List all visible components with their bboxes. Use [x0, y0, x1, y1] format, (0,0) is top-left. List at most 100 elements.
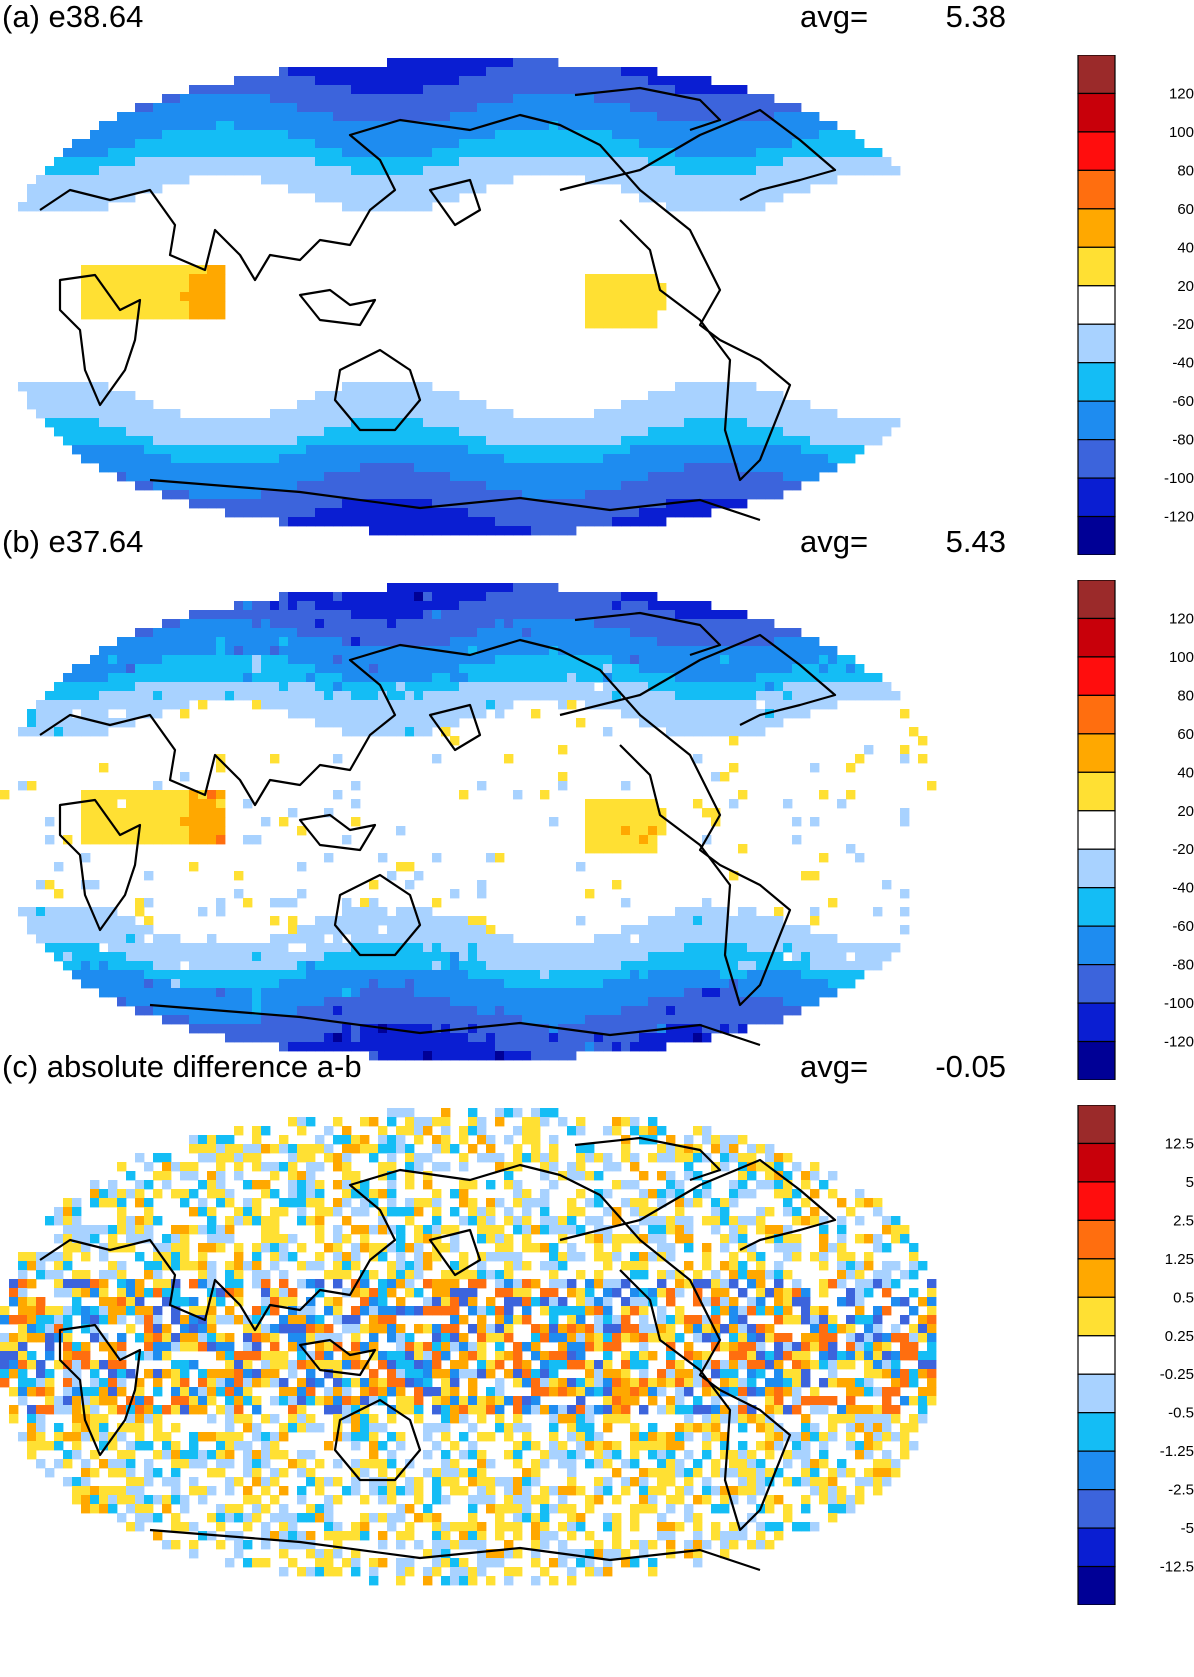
field-cell	[441, 175, 451, 185]
field-cell	[855, 139, 865, 149]
field-cell	[774, 391, 784, 401]
field-cell	[549, 1042, 559, 1052]
field-cell	[738, 463, 748, 473]
field-cell	[747, 655, 757, 665]
field-cell	[657, 655, 667, 665]
field-cell	[765, 943, 775, 953]
field-cell	[693, 418, 703, 428]
coastline	[574, 86, 722, 132]
field-cell	[126, 970, 136, 980]
field-cell	[612, 952, 622, 962]
field-cell	[531, 58, 541, 68]
field-cell	[558, 745, 568, 755]
field-cell	[324, 952, 334, 962]
field-cell	[288, 808, 298, 818]
field-cell	[171, 799, 181, 809]
field-cell	[288, 700, 298, 710]
field-cell	[540, 157, 550, 167]
field-cell	[702, 970, 712, 980]
field-cell	[468, 655, 478, 665]
field-cell	[738, 382, 748, 392]
field-cell	[396, 436, 406, 446]
field-cell	[279, 628, 289, 638]
field-cell	[648, 646, 658, 656]
field-cell	[144, 871, 154, 881]
field-cell	[657, 637, 667, 647]
field-cell	[477, 673, 487, 683]
field-cell	[207, 952, 217, 962]
field-cell	[486, 961, 496, 971]
field-cell	[837, 799, 847, 809]
field-cell	[279, 682, 289, 692]
field-cell	[684, 997, 694, 1007]
field-cell	[522, 157, 532, 167]
field-cell	[783, 979, 793, 989]
field-cell	[198, 808, 208, 818]
field-cell	[405, 85, 415, 95]
field-cell	[144, 817, 154, 827]
field-cell	[693, 508, 703, 518]
field-cell	[180, 265, 190, 275]
field-cell	[702, 508, 712, 518]
field-cell	[405, 682, 415, 692]
field-cell	[756, 970, 766, 980]
field-cell	[630, 997, 640, 1007]
field-cell	[171, 817, 181, 827]
field-cell	[162, 463, 172, 473]
field-cell	[486, 655, 496, 665]
field-cell	[315, 400, 325, 410]
field-cell	[621, 445, 631, 455]
field-cell	[54, 409, 64, 419]
field-cell	[747, 718, 757, 728]
field-cell	[477, 610, 487, 620]
field-cell	[657, 673, 667, 683]
field-cell	[36, 382, 46, 392]
field-cell	[171, 988, 181, 998]
field-cell	[279, 463, 289, 473]
field-cell	[765, 673, 775, 683]
field-cell	[513, 646, 523, 656]
field-cell	[396, 970, 406, 980]
field-cell	[621, 130, 631, 140]
field-cell	[684, 463, 694, 473]
field-cell	[891, 166, 901, 176]
field-cell	[603, 700, 613, 710]
field-cell	[675, 382, 685, 392]
field-cell	[342, 139, 352, 149]
field-cell	[738, 85, 748, 95]
field-cell	[432, 853, 442, 863]
field-cell	[675, 916, 685, 926]
field-cell	[504, 427, 514, 437]
field-cell	[351, 193, 361, 203]
field-cell	[828, 970, 838, 980]
field-cell	[738, 970, 748, 980]
field-cell	[801, 409, 811, 419]
field-cell	[81, 427, 91, 437]
field-cell	[702, 418, 712, 428]
field-cell	[621, 274, 631, 284]
field-cell	[657, 130, 667, 140]
field-cell	[171, 112, 181, 122]
field-cell	[153, 799, 163, 809]
field-cell	[108, 274, 118, 284]
field-cell	[666, 463, 676, 473]
field-cell	[612, 988, 622, 998]
field-cell	[792, 130, 802, 140]
field-cell	[711, 175, 721, 185]
field-cell	[567, 454, 577, 464]
field-cell	[423, 1042, 433, 1052]
field-cell	[639, 463, 649, 473]
field-cell	[648, 139, 658, 149]
field-cell	[513, 970, 523, 980]
field-cell	[225, 130, 235, 140]
field-cell	[117, 988, 127, 998]
field-cell	[315, 76, 325, 86]
field-cell	[729, 436, 739, 446]
field-cell	[504, 436, 514, 446]
colorbar-swatch	[1077, 169, 1116, 210]
field-cell	[180, 157, 190, 167]
field-cell	[630, 673, 640, 683]
field-cell	[297, 979, 307, 989]
field-cell	[72, 916, 82, 926]
field-cell	[702, 655, 712, 665]
